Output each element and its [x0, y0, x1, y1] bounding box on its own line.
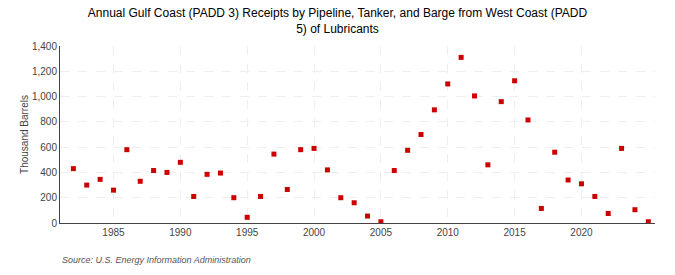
svg-text:1990: 1990 [169, 227, 192, 238]
svg-text:400: 400 [40, 167, 57, 178]
svg-text:2015: 2015 [503, 227, 526, 238]
svg-text:2000: 2000 [303, 227, 326, 238]
svg-text:1,000: 1,000 [32, 91, 57, 102]
svg-text:2020: 2020 [570, 227, 593, 238]
svg-text:1,400: 1,400 [32, 41, 57, 52]
svg-text:1,200: 1,200 [32, 66, 57, 77]
svg-text:1985: 1985 [102, 227, 125, 238]
svg-text:Thousand Barrels: Thousand Barrels [19, 95, 30, 174]
svg-text:Source: U.S. Energy Informatio: Source: U.S. Energy Information Administ… [62, 255, 251, 265]
svg-text:2010: 2010 [437, 227, 460, 238]
svg-text:2005: 2005 [370, 227, 393, 238]
svg-text:1995: 1995 [236, 227, 259, 238]
svg-text:Annual Gulf Coast (PADD 3) Rec: Annual Gulf Coast (PADD 3) Receipts by P… [88, 6, 588, 36]
svg-text:200: 200 [40, 192, 57, 203]
svg-text:600: 600 [40, 142, 57, 153]
svg-text:800: 800 [40, 116, 57, 127]
svg-text:0: 0 [51, 218, 57, 229]
